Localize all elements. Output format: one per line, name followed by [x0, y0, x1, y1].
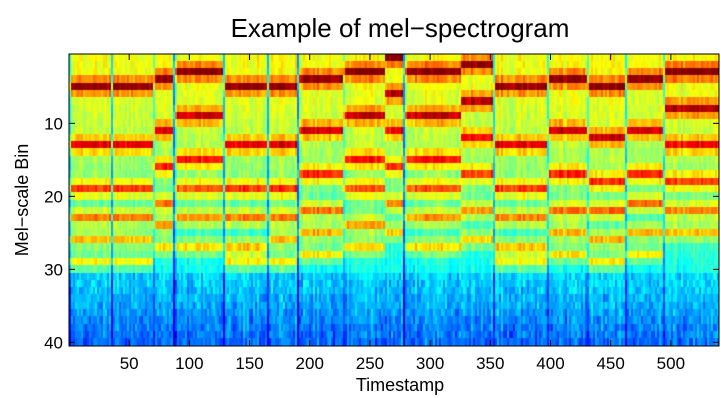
- x-tick-label: 350: [476, 354, 504, 373]
- x-tick-label: 50: [120, 354, 139, 373]
- x-tick-label: 450: [596, 354, 624, 373]
- x-tick-label: 250: [356, 354, 384, 373]
- x-tick-label: 500: [657, 354, 685, 373]
- y-tick-label: 20: [44, 187, 63, 206]
- x-tick-label: 200: [296, 354, 324, 373]
- y-axis-label: Mel−scale Bin: [12, 144, 32, 257]
- x-axis-ticks: 50 100 150 200 250 300 350 400 450 500: [120, 54, 685, 373]
- heatmap-area: [69, 54, 719, 346]
- chart-title: Example of mel−spectrogram: [231, 13, 570, 43]
- y-axis-ticks: 10 20 30 40: [44, 114, 719, 352]
- plot-frame: [68, 53, 720, 347]
- axes: [68, 53, 720, 347]
- x-tick-label: 400: [536, 354, 564, 373]
- x-tick-label: 150: [235, 354, 263, 373]
- x-axis-label: Timestamp: [356, 375, 444, 395]
- y-tick-label: 40: [44, 333, 63, 352]
- y-tick-label: 10: [44, 114, 63, 133]
- heatmap-canvas: [69, 54, 719, 346]
- x-tick-label: 300: [416, 354, 444, 373]
- x-tick-label: 100: [175, 354, 203, 373]
- y-tick-label: 30: [44, 260, 63, 279]
